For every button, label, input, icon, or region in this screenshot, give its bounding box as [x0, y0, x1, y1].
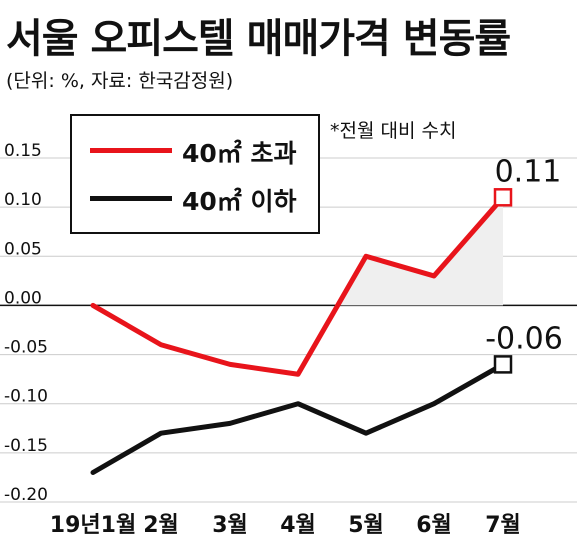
y-tick-label: -0.05	[4, 338, 48, 358]
y-tick-label: -0.20	[4, 485, 48, 505]
source-note: (단위: %, 자료: 한국감정원)	[6, 70, 234, 92]
x-tick-label: 2월	[143, 513, 179, 538]
y-tick-label: 0.10	[4, 190, 42, 210]
x-tick-label: 6월	[416, 513, 452, 538]
legend-swatch-over40	[90, 148, 172, 153]
y-tick-label: 0.15	[4, 141, 42, 161]
x-tick-label: 4월	[280, 513, 316, 538]
end-value-label: -0.06	[485, 321, 563, 356]
legend-item-over40: 40㎡ 초과	[72, 130, 318, 170]
end-marker	[493, 188, 513, 207]
series-line-over40	[90, 194, 506, 377]
positive-area-shade	[337, 197, 503, 306]
end-value-label: 0.11	[495, 154, 562, 189]
y-tick-label: 0.00	[4, 288, 42, 308]
x-tick-label: 7월	[485, 513, 521, 538]
x-tick-label: 19년1월	[50, 513, 136, 538]
x-tick-label: 5월	[348, 513, 384, 538]
end-marker	[493, 355, 513, 374]
y-tick-label: 0.05	[4, 239, 42, 259]
y-tick-label: -0.10	[4, 387, 48, 407]
series-line-under40	[90, 361, 506, 476]
legend-swatch-under40	[90, 196, 172, 201]
chart-title: 서울 오피스텔 매매가격 변동률	[6, 16, 511, 62]
y-tick-label: -0.15	[4, 436, 48, 456]
x-tick-label: 3월	[212, 513, 248, 538]
legend-label-under40: 40㎡ 이하	[182, 187, 297, 216]
legend: 40㎡ 초과 40㎡ 이하	[70, 114, 320, 234]
legend-label-over40: 40㎡ 초과	[182, 139, 297, 168]
comparison-note: *전월 대비 수치	[330, 120, 457, 142]
legend-item-under40: 40㎡ 이하	[72, 178, 318, 218]
